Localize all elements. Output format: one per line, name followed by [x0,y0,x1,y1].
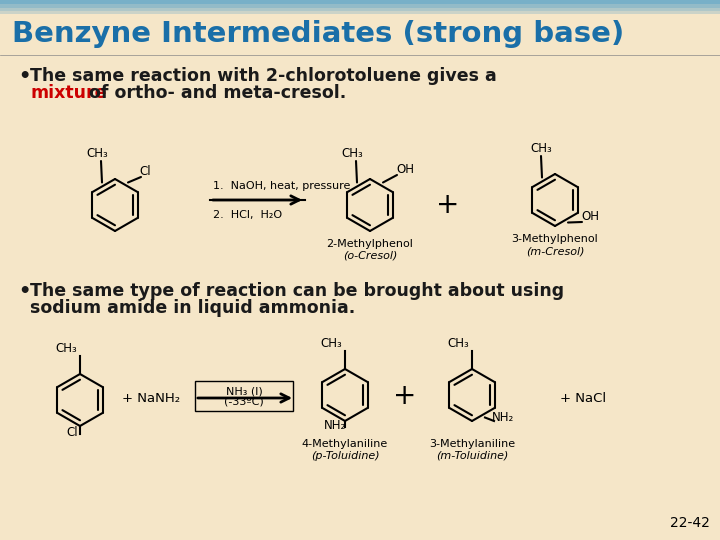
Text: 1.  NaOH, heat, pressure: 1. NaOH, heat, pressure [213,181,351,191]
Text: 3-Methylaniline: 3-Methylaniline [429,439,515,449]
Text: + NaCl: + NaCl [560,392,606,404]
Text: (m-Cresol): (m-Cresol) [526,246,584,256]
Text: •: • [18,67,30,86]
Text: 22-42: 22-42 [670,516,710,530]
Text: CH₃: CH₃ [86,147,108,160]
Text: +: + [436,191,459,219]
Text: The same type of reaction can be brought about using: The same type of reaction can be brought… [30,282,564,300]
Text: + NaNH₂: + NaNH₂ [122,392,180,404]
Text: 2.  HCl,  H₂O: 2. HCl, H₂O [213,210,282,220]
Text: NH₂: NH₂ [492,411,514,424]
Text: (m-Toluidine): (m-Toluidine) [436,451,508,461]
Text: CH₃: CH₃ [320,337,342,350]
Text: (-33ºC): (-33ºC) [224,397,264,407]
FancyBboxPatch shape [195,381,293,411]
Text: Cl: Cl [66,426,78,439]
Text: NH₂: NH₂ [324,419,346,432]
Text: OH: OH [581,210,599,223]
Text: (o-Cresol): (o-Cresol) [343,251,397,261]
Text: (p-Toluidine): (p-Toluidine) [311,451,379,461]
Bar [0,11,720,14]
Bar [0,0,720,55]
Text: +: + [393,382,417,410]
Text: Cl: Cl [139,165,150,178]
Text: Benzyne Intermediates (strong base): Benzyne Intermediates (strong base) [12,20,624,48]
Text: sodium amide in liquid ammonia.: sodium amide in liquid ammonia. [30,299,355,317]
Text: The same reaction with 2-chlorotoluene gives a: The same reaction with 2-chlorotoluene g… [30,67,497,85]
Text: 2-Methylphenol: 2-Methylphenol [327,239,413,249]
Text: CH₃: CH₃ [55,342,77,355]
Text: •: • [18,282,30,301]
Text: NH₃ (l): NH₃ (l) [225,386,262,396]
Text: CH₃: CH₃ [447,337,469,350]
Bar [0,8,720,11]
Text: CH₃: CH₃ [530,142,552,155]
Bar [0,4,720,8]
Text: mixture: mixture [30,84,107,102]
Text: CH₃: CH₃ [341,147,363,160]
Bar [0,0,720,4]
Text: 3-Methylphenol: 3-Methylphenol [512,234,598,244]
Text: of ortho- and meta-cresol.: of ortho- and meta-cresol. [83,84,346,102]
Text: OH: OH [396,163,414,176]
Text: 4-Methylaniline: 4-Methylaniline [302,439,388,449]
